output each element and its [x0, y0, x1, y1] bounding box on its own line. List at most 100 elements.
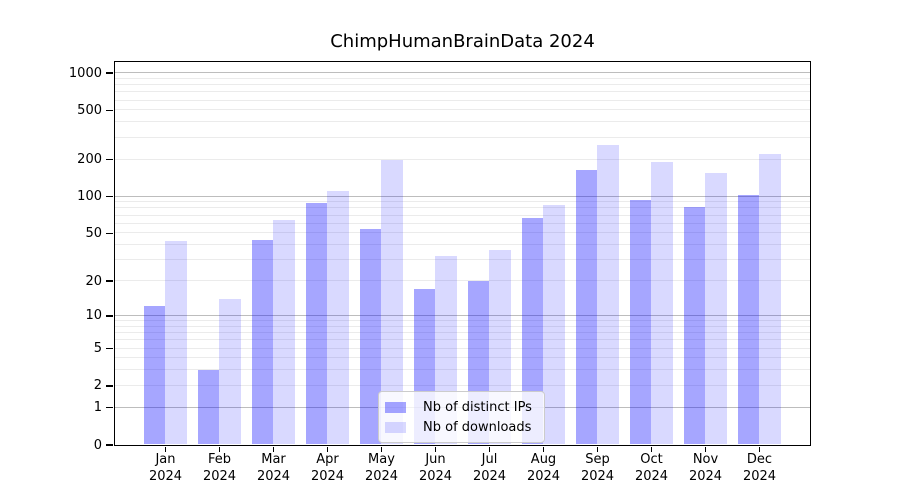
y-tick	[106, 158, 113, 161]
bar-downloads-nov	[705, 172, 727, 445]
legend-swatch-distinct-ips	[385, 401, 406, 413]
y-tick-label: 200	[77, 152, 102, 168]
x-tick-label-month: Apr	[316, 452, 339, 467]
bar-downloads-mar	[273, 219, 295, 445]
x-tick-label-month: Nov	[692, 452, 719, 467]
x-tick-label-year: 2024	[472, 468, 507, 484]
y-gridline-minor	[114, 109, 810, 111]
x-tick-label-month: May	[368, 452, 395, 467]
x-tick-label: Nov 2024	[678, 452, 734, 485]
y-tick-label: 10	[85, 308, 102, 324]
x-tick-label-month: Jul	[481, 452, 498, 467]
y-gridline-minor	[114, 77, 810, 79]
x-tick-label-year: 2024	[634, 468, 669, 484]
y-gridline-minor	[114, 158, 810, 160]
x-tick-label: Apr 2024	[300, 452, 356, 485]
x-tick-label-year: 2024	[202, 468, 237, 484]
y-gridline-major	[114, 314, 810, 316]
bar-downloads-apr	[327, 191, 349, 445]
y-tick	[106, 347, 113, 350]
y-tick	[106, 72, 113, 74]
y-gridline-major	[114, 72, 810, 74]
y-tick	[106, 109, 113, 112]
y-gridline-minor	[114, 99, 810, 101]
y-gridline-minor	[114, 222, 810, 224]
x-tick-label-year: 2024	[256, 468, 291, 484]
x-tick-label-month: Jun	[425, 452, 446, 467]
y-tick	[106, 280, 113, 282]
x-tick-label-month: Mar	[261, 452, 286, 467]
x-tick-label-year: 2024	[526, 468, 561, 484]
y-gridline-minor	[114, 369, 810, 371]
y-tick	[106, 232, 113, 235]
y-gridline-minor	[114, 325, 810, 327]
x-tick-label-month: Sep	[585, 452, 610, 467]
y-gridline-major	[114, 195, 810, 197]
legend-swatch-downloads	[385, 421, 406, 433]
bar-downloads-sep	[597, 145, 619, 445]
x-tick-label-year: 2024	[148, 468, 183, 484]
bar-downloads-jan	[165, 240, 187, 445]
x-tick-label-month: Aug	[530, 452, 557, 467]
bar-downloads-dec	[759, 153, 781, 445]
plot-area	[113, 60, 811, 446]
y-tick-label: 50	[85, 225, 102, 241]
x-tick	[218, 446, 221, 452]
y-tick-label: 0	[93, 437, 102, 453]
legend-item-downloads: Nb of downloads	[385, 419, 532, 435]
x-tick-label-month: Feb	[207, 452, 232, 467]
y-tick-label: 1	[93, 400, 102, 416]
x-tick-label: May 2024	[354, 452, 410, 485]
bar-distinct-ips-mar	[251, 239, 273, 445]
x-tick	[326, 446, 329, 452]
legend-item-distinct-ips: Nb of distinct IPs	[385, 401, 532, 414]
y-gridline-minor	[114, 91, 810, 93]
bar-distinct-ips-sep	[575, 169, 597, 445]
x-tick-label-month: Jan	[155, 452, 176, 467]
legend: Nb of distinct IPs Nb of downloads	[378, 391, 545, 443]
x-tick	[758, 446, 761, 452]
x-tick	[272, 446, 275, 452]
bar-distinct-ips-nov	[683, 206, 705, 445]
y-tick	[106, 195, 113, 198]
bar-distinct-ips-may	[359, 228, 381, 445]
x-tick	[434, 446, 437, 452]
x-tick	[542, 446, 545, 452]
y-gridline-minor	[114, 320, 810, 322]
y-gridline-minor	[114, 339, 810, 341]
x-tick-label: Feb 2024	[192, 452, 248, 485]
x-tick	[164, 446, 167, 452]
x-tick-label: Aug 2024	[516, 452, 572, 485]
y-tick	[106, 385, 113, 387]
bar-downloads-feb	[219, 298, 241, 445]
y-gridline-minor	[114, 84, 810, 86]
y-gridline-minor	[114, 384, 810, 386]
y-gridline-minor	[114, 259, 810, 261]
x-tick-label: Jun 2024	[408, 452, 464, 485]
x-tick	[596, 446, 599, 452]
legend-label-downloads: Nb of downloads	[423, 419, 532, 435]
x-tick	[488, 446, 491, 452]
y-tick	[106, 406, 113, 409]
bar-distinct-ips-oct	[629, 199, 651, 445]
bar-distinct-ips-jan	[143, 306, 165, 445]
y-gridline-minor	[114, 357, 810, 359]
y-gridline-minor	[114, 136, 810, 138]
x-tick-label-month: Oct	[640, 452, 663, 467]
x-tick-label: Sep 2024	[570, 452, 626, 485]
x-tick	[650, 446, 653, 452]
x-tick-label: Oct 2024	[624, 452, 680, 485]
y-tick-label: 1000	[68, 65, 102, 81]
x-tick-label: Jan 2024	[138, 452, 194, 485]
x-tick	[380, 446, 383, 452]
y-gridline-minor	[114, 214, 810, 216]
y-tick	[106, 315, 113, 317]
x-tick-label: Jul 2024	[462, 452, 518, 485]
y-gridline-minor	[114, 332, 810, 334]
y-tick-label: 100	[77, 189, 102, 205]
x-tick-label-year: 2024	[310, 468, 345, 484]
y-tick-label: 500	[77, 102, 102, 118]
y-gridline-minor	[114, 232, 810, 234]
bar-distinct-ips-apr	[305, 202, 327, 445]
x-tick	[704, 446, 707, 452]
